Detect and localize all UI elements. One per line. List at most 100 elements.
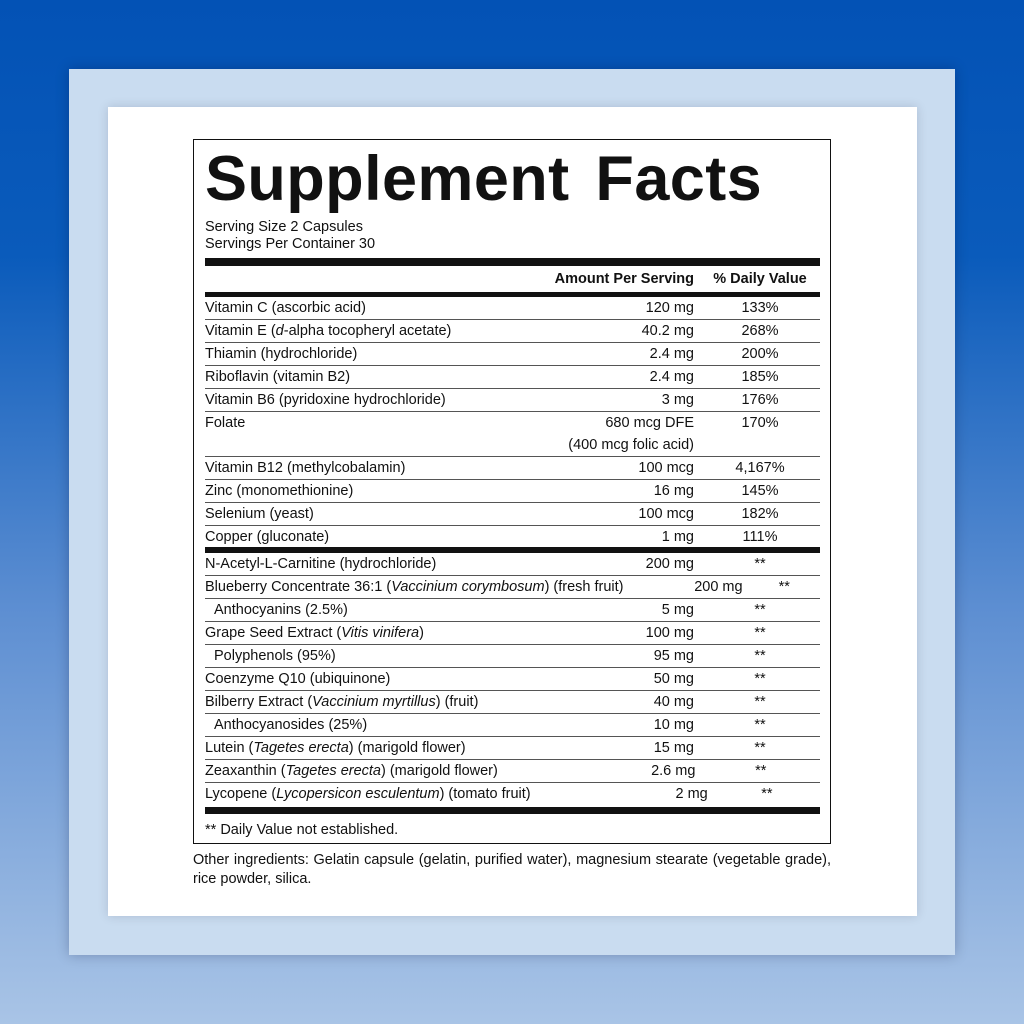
amount-value: 200 mg (645, 556, 694, 572)
table-row: Vitamin B12 (methylcobalamin) 100 mcg 4,16… (205, 457, 820, 480)
ingredient-name-part: Zinc (monomethionine) (205, 483, 354, 499)
divider-bar (205, 292, 820, 297)
amount: 50 mg (494, 668, 694, 690)
table-row: Selenium (yeast) 100 mcg 182% (205, 503, 820, 526)
amount-value: 2.4 mg (649, 369, 694, 385)
table-row: Polyphenols (95%) 95 mg ** (205, 645, 820, 668)
daily-value: ** (761, 786, 773, 802)
ingredient-name-part: Folate (205, 415, 246, 431)
amount: 5 mg (494, 599, 694, 621)
amount: 95 mg (494, 645, 694, 667)
other-ingredients: Other ingredients: Gelatin capsule (gela… (193, 852, 831, 887)
table-row: Lycopene (Lycopersicon esculentum) (toma… (205, 783, 820, 805)
daily-value: ** (754, 740, 766, 756)
amount-value: 1 mg (661, 529, 694, 545)
daily-value: 182% (741, 506, 779, 522)
daily-value: ** (754, 717, 766, 733)
ingredient-name: Thiamin (hydrochloride) (205, 343, 494, 365)
amount: 100 mcg (494, 457, 694, 479)
table-row: Thiamin (hydrochloride) 2.4 mg 200% (205, 343, 820, 366)
table-row: Vitamin B6 (pyridoxine hydrochloride) 3 m… (205, 389, 820, 412)
amount-value: 2.4 mg (649, 346, 694, 362)
amount-value: 2 mg (675, 786, 708, 802)
label-card (108, 107, 917, 916)
ingredient-name: N-Acetyl-L-Carnitine (hydrochloride) (205, 553, 494, 575)
table-row: Anthocyanosides (25%) 10 mg ** (205, 714, 820, 737)
serving-size: Serving Size 2 Capsules (205, 219, 363, 235)
table-row: Anthocyanins (2.5%) 5 mg ** (205, 599, 820, 622)
ingredient-name-part: Lutein ( (205, 740, 254, 756)
daily-value: ** (754, 602, 766, 618)
amount-header: Amount Per Serving (554, 271, 694, 287)
table-row: Bilberry Extract (Vaccinium myrtillus) (… (205, 691, 820, 714)
amount: 200 mg (494, 553, 694, 575)
divider-bar (205, 547, 820, 553)
ingredient-name-part: Anthocyanins (2.5%) (214, 602, 348, 618)
page-title: Supplement Facts (205, 144, 763, 214)
amount-note: (400 mcg folic acid) (568, 437, 694, 453)
amount-value: 3 mg (661, 392, 694, 408)
ingredient-name: Lutein (Tagetes erecta) (marigold flower… (205, 737, 494, 759)
ingredient-name: Vitamin B6 (pyridoxine hydrochloride) (205, 389, 494, 411)
amount-value: 40 mg (653, 694, 694, 710)
ingredient-name-part: Polyphenols (95%) (214, 648, 336, 664)
amount-value: 16 mg (653, 483, 694, 499)
amount: 200 mg (624, 576, 742, 598)
ingredient-name: Vitamin E (d-alpha tocopheryl acetate) (205, 320, 494, 342)
amount-value: 15 mg (653, 740, 694, 756)
daily-value: ** (755, 763, 767, 779)
ingredient-name-part: Coenzyme Q10 (ubiquinone) (205, 671, 391, 687)
ingredient-name: Anthocyanosides (25%) (205, 714, 494, 736)
ingredient-name-part: ) (tomato fruit) (439, 786, 531, 802)
daily-value: 4,167% (735, 460, 785, 476)
divider-bar (205, 258, 820, 266)
daily-value: ** (754, 556, 766, 572)
other-rows: N-Acetyl-L-Carnitine (hydrochloride) 200 … (205, 553, 820, 805)
ingredient-name-part: Vaccinium corymbosum (391, 579, 545, 595)
amount: 3 mg (494, 389, 694, 411)
ingredient-name-part: Selenium (yeast) (205, 506, 314, 522)
daily-value: 176% (741, 392, 779, 408)
ingredient-name-part: Vitamin B12 (methylcobalamin) (205, 460, 406, 476)
amount-value: 2.6 mg (651, 763, 696, 779)
table-row: Blueberry Concentrate 36:1 (Vaccinium co… (205, 576, 820, 599)
table-row: Vitamin C (ascorbic acid) 120 mg 133% (205, 297, 820, 320)
amount-value: 10 mg (653, 717, 694, 733)
amount: 1 mg (494, 526, 694, 548)
amount-value: 50 mg (653, 671, 694, 687)
table-row: Coenzyme Q10 (ubiquinone) 50 mg ** (205, 668, 820, 691)
daily-value: 200% (741, 346, 779, 362)
ingredient-name-part: Tagetes erecta (285, 763, 381, 779)
ingredient-name: Vitamin C (ascorbic acid) (205, 297, 494, 319)
ingredient-name-part: Vitamin E ( (205, 323, 276, 339)
amount: 2.6 mg (498, 760, 696, 782)
ingredient-name: Lycopene (Lycopersicon esculentum) (toma… (205, 783, 531, 805)
ingredient-name: Folate (205, 412, 494, 456)
ingredient-name-part: ) (419, 625, 424, 641)
ingredient-name-part: Lycopersicon esculentum (276, 786, 440, 802)
daily-value: ** (754, 625, 766, 641)
dv-header: % Daily Value (713, 271, 807, 287)
ingredient-name-part: ) (fruit) (435, 694, 479, 710)
amount: 2.4 mg (494, 366, 694, 388)
ingredient-name-part: N-Acetyl-L-Carnitine (hydrochloride) (205, 556, 437, 572)
ingredient-name-part: Zeaxanthin ( (205, 763, 286, 779)
daily-value: 145% (741, 483, 779, 499)
amount-value: 40.2 mg (641, 323, 694, 339)
vitamin-rows: Vitamin C (ascorbic acid) 120 mg 133% Vitam… (205, 297, 820, 548)
daily-value: 111% (742, 529, 778, 545)
ingredient-name-part: ) (marigold flower) (381, 763, 498, 779)
table-row: Vitamin E (d-alpha tocopheryl acetate) 40… (205, 320, 820, 343)
ingredient-name-part: Thiamin (hydrochloride) (205, 346, 358, 362)
amount-value: 100 mcg (638, 460, 694, 476)
ingredient-name-part: -alpha tocopheryl acetate) (283, 323, 452, 339)
amount: 100 mcg (494, 503, 694, 525)
ingredient-name-part: ) (marigold flower) (348, 740, 466, 756)
servings-per-container: Servings Per Container 30 (205, 236, 376, 252)
ingredient-name-part: Tagetes erecta (253, 740, 349, 756)
ingredient-name-part: d (275, 323, 284, 339)
amount: 15 mg (494, 737, 694, 759)
table-row: Zeaxanthin (Tagetes erecta) (marigold fl… (205, 760, 820, 783)
table-row: Riboflavin (vitamin B2) 2.4 mg 185% (205, 366, 820, 389)
ingredient-name: Anthocyanins (2.5%) (205, 599, 494, 621)
